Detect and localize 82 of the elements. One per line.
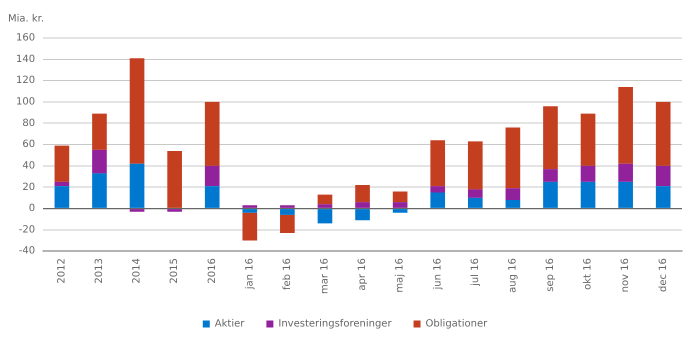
bar [54,186,70,208]
y-tick-label: 120 [16,75,36,86]
bar [656,102,671,166]
x-tick-label: 2014 [132,258,143,284]
bar [656,166,671,186]
x-tick-label: okt 16 [582,258,594,290]
bar [242,209,258,213]
x-tick-label: dec 16 [658,258,669,292]
bar [468,189,483,198]
bar [318,194,332,204]
x-tick-label: feb 16 [282,258,293,290]
bar [130,209,144,212]
x-tick-label: 2016 [206,258,218,284]
x-tick-label: aug 16 [507,258,518,293]
bar [54,146,70,182]
bar [506,200,520,208]
bar [392,209,408,213]
bar [543,106,558,170]
bar [618,87,633,164]
legend-label: Obligationer [426,318,488,330]
bar [430,186,446,193]
legend-label: Investeringsforeninger [278,318,392,330]
y-tick-label: -20 [18,224,36,236]
y-tick-label: 160 [16,32,36,44]
bar [92,114,107,150]
bar [468,198,483,208]
legend-label: Aktier [214,318,246,330]
y-axis-title: Mia. kr. [8,14,44,25]
bar [580,166,596,182]
x-tick-label: jul 16 [470,258,481,287]
y-tick-label: 0 [28,203,36,214]
bar [618,182,633,208]
y-tick-label: 60 [22,139,36,150]
x-tick-label: jan 16 [244,258,256,290]
bar [92,173,107,208]
bar [355,185,370,202]
bar [280,214,295,233]
y-tick-label: 140 [16,54,36,65]
x-tick-label: 2012 [56,258,68,284]
y-tick-label: 20 [22,182,36,193]
bar [506,188,520,200]
bar [618,164,633,182]
bar [430,140,446,186]
y-tick-label: 80 [22,118,36,129]
bar [392,202,408,208]
x-tick-label: sep 16 [545,258,556,292]
bar [580,182,596,208]
bar [280,205,295,208]
bar [355,209,370,220]
bar [318,209,332,224]
bar [468,141,483,190]
bar [167,209,182,212]
x-tick-label: 2013 [94,258,106,284]
bar [580,114,596,166]
x-tick-label: 2015 [169,258,180,284]
bar [204,102,220,166]
x-tick-label: jun 16 [432,258,444,290]
x-tick-label: mar 16 [320,258,331,294]
bar [130,58,144,164]
bar [242,205,258,208]
bar [204,166,220,186]
bar [430,192,446,208]
bar [242,212,258,240]
x-tick-label: apr 16 [357,258,368,291]
bar [656,186,671,208]
bar [543,169,558,182]
bar [506,128,520,188]
bar [318,204,332,208]
bar [204,186,220,208]
bar [92,150,107,174]
bar [130,164,144,208]
bar [355,202,370,208]
x-tick-label: maj 16 [394,258,406,293]
y-tick-label: 40 [22,160,36,172]
bar [392,191,408,202]
bar [543,182,558,208]
bar [167,150,182,208]
bar [280,209,295,215]
y-tick-label: -40 [18,246,36,257]
x-tick-label: nov 16 [620,258,632,292]
y-tick-label: 100 [16,96,36,108]
bar [54,182,70,186]
